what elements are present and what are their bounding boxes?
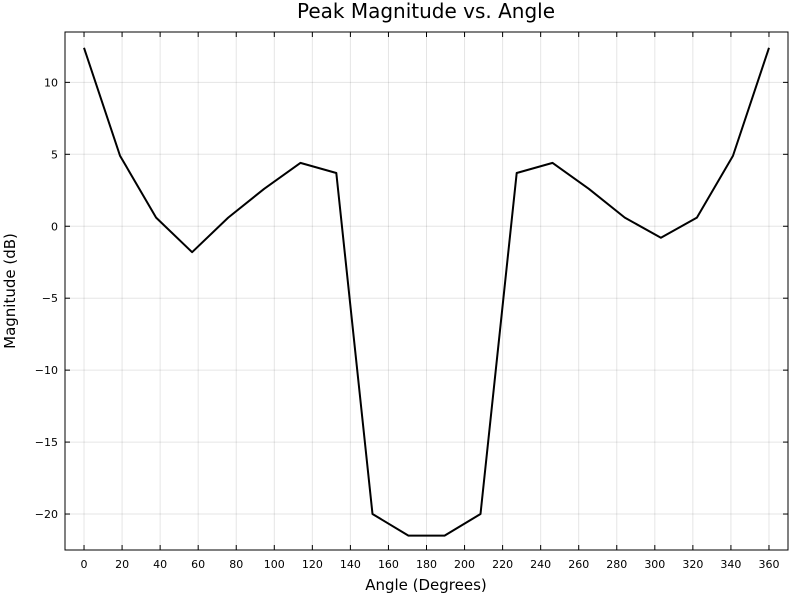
x-axis: 0 20 40 60 80 100 120 140 160 180 200 220 240 260 280 3… [81,32,779,571]
x-tick-label: 20 [115,558,129,571]
y-axis: 10 5 0 −5 −10 −15 −20 [35,76,788,521]
x-tick-label: 80 [229,558,243,571]
x-tick-label: 0 [81,558,88,571]
x-tick-label: 180 [416,558,437,571]
grid [65,32,788,550]
y-tick-label: −5 [42,292,58,305]
x-tick-label: 300 [644,558,665,571]
x-axis-title: Angle (Degrees) [365,576,487,594]
y-tick-label: −10 [35,364,58,377]
x-tick-label: 60 [191,558,205,571]
y-tick-label: 5 [51,148,58,161]
x-tick-label: 100 [264,558,285,571]
x-tick-label: 140 [340,558,361,571]
chart-title: Peak Magnitude vs. Angle [297,0,555,23]
y-axis-title: Magnitude (dB) [1,233,19,349]
x-tick-label: 40 [153,558,167,571]
y-tick-label: 0 [51,220,58,233]
y-tick-label: −20 [35,508,58,521]
series-line [83,47,770,537]
x-tick-label: 120 [302,558,323,571]
x-tick-label: 220 [492,558,513,571]
x-tick-label: 320 [682,558,703,571]
x-tick-label: 360 [758,558,779,571]
x-tick-label: 240 [530,558,551,571]
x-tick-label: 280 [606,558,627,571]
x-tick-label: 260 [568,558,589,571]
x-tick-label: 160 [378,558,399,571]
series-group [83,47,770,537]
x-tick-label: 340 [720,558,741,571]
y-tick-label: 10 [44,76,58,89]
x-tick-label: 200 [454,558,475,571]
plot-frame [64,31,789,551]
y-tick-label: −15 [35,436,58,449]
